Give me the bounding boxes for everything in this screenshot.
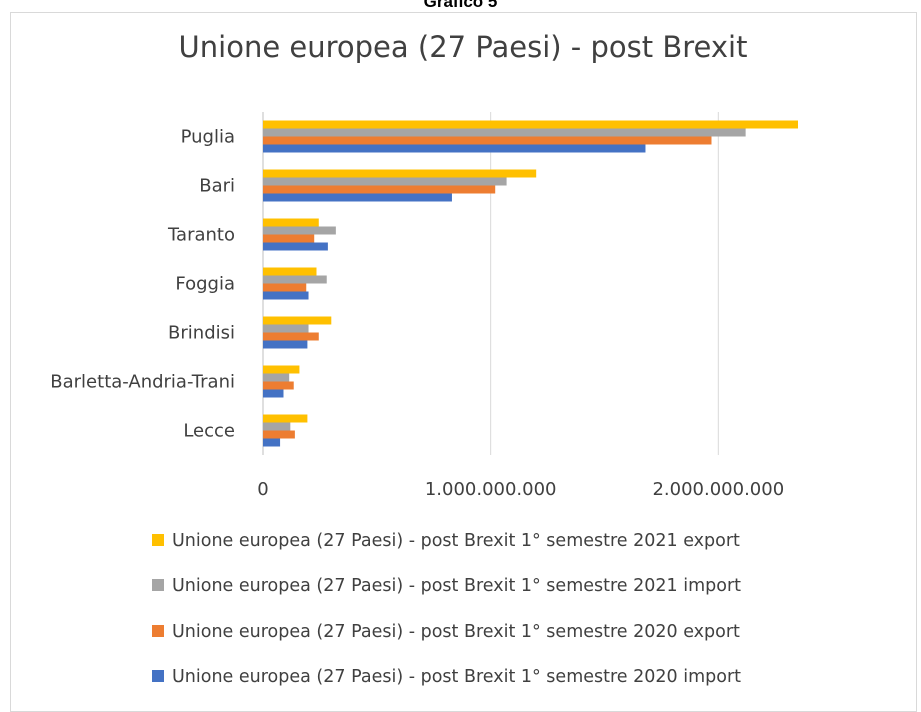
legend: Unione europea (27 Paesi) - post Brexit … (152, 531, 741, 687)
bar-bari-series-1 (263, 177, 507, 186)
page-heading: Grafico 5 (423, 0, 498, 11)
bar-bari-series-0 (263, 169, 537, 178)
bar-lecce-series-3 (263, 438, 281, 447)
x-tick-label: 1.000.000.000 (425, 479, 557, 500)
bar-foggia-series-1 (263, 275, 327, 284)
bar-barletta-andria-trani-series-0 (263, 365, 300, 374)
legend-label-0: Unione europea (27 Paesi) - post Brexit … (172, 531, 740, 551)
legend-swatch-1 (152, 579, 164, 591)
x-tick-label: 0 (257, 479, 268, 500)
bar-foggia-series-0 (263, 267, 317, 276)
bar-puglia-series-3 (263, 144, 646, 153)
tick-labels: 0 1.000.000.000 2.000.000.000 (257, 479, 784, 500)
bar-brindisi-series-1 (263, 324, 309, 333)
bar-taranto-series-0 (263, 218, 319, 227)
bar-foggia-series-3 (263, 291, 309, 300)
category-label: Lecce (183, 421, 235, 442)
bar-brindisi-series-3 (263, 340, 308, 349)
bar-taranto-series-2 (263, 234, 315, 243)
bar-brindisi-series-0 (263, 316, 332, 325)
category-label: Taranto (167, 225, 235, 246)
bar-barletta-andria-trani-series-2 (263, 381, 294, 390)
category-label: Bari (199, 176, 235, 197)
bar-lecce-series-1 (263, 422, 291, 431)
legend-label-2: Unione europea (27 Paesi) - post Brexit … (172, 622, 740, 642)
bars-group (263, 120, 798, 447)
bar-barletta-andria-trani-series-3 (263, 389, 284, 398)
legend-label-3: Unione europea (27 Paesi) - post Brexit … (172, 667, 741, 687)
category-label: Puglia (181, 127, 235, 148)
bar-taranto-series-3 (263, 242, 328, 251)
bar-puglia-series-0 (263, 120, 798, 129)
bar-foggia-series-2 (263, 283, 307, 292)
bar-brindisi-series-2 (263, 332, 319, 341)
category-label: Foggia (175, 274, 235, 295)
bar-puglia-series-2 (263, 136, 712, 145)
x-tick-label: 2.000.000.000 (652, 479, 784, 500)
bar-lecce-series-2 (263, 430, 295, 439)
bar-puglia-series-1 (263, 128, 746, 137)
bar-bari-series-3 (263, 193, 452, 202)
legend-swatch-2 (152, 625, 164, 637)
bar-bari-series-2 (263, 185, 496, 194)
bar-taranto-series-1 (263, 226, 336, 235)
chart-title: Unione europea (27 Paesi) - post Brexit (179, 30, 748, 64)
legend-label-1: Unione europea (27 Paesi) - post Brexit … (172, 576, 741, 596)
gridlines (262, 112, 719, 455)
category-labels: Puglia Bari Taranto Foggia Brindisi Barletta-… (50, 127, 235, 442)
bar-lecce-series-0 (263, 414, 308, 423)
legend-swatch-0 (152, 534, 164, 546)
bar-barletta-andria-trani-series-1 (263, 373, 290, 382)
category-label: Brindisi (168, 323, 235, 344)
legend-swatch-3 (152, 670, 164, 682)
category-label: Barletta-Andria-Trani (50, 372, 235, 393)
